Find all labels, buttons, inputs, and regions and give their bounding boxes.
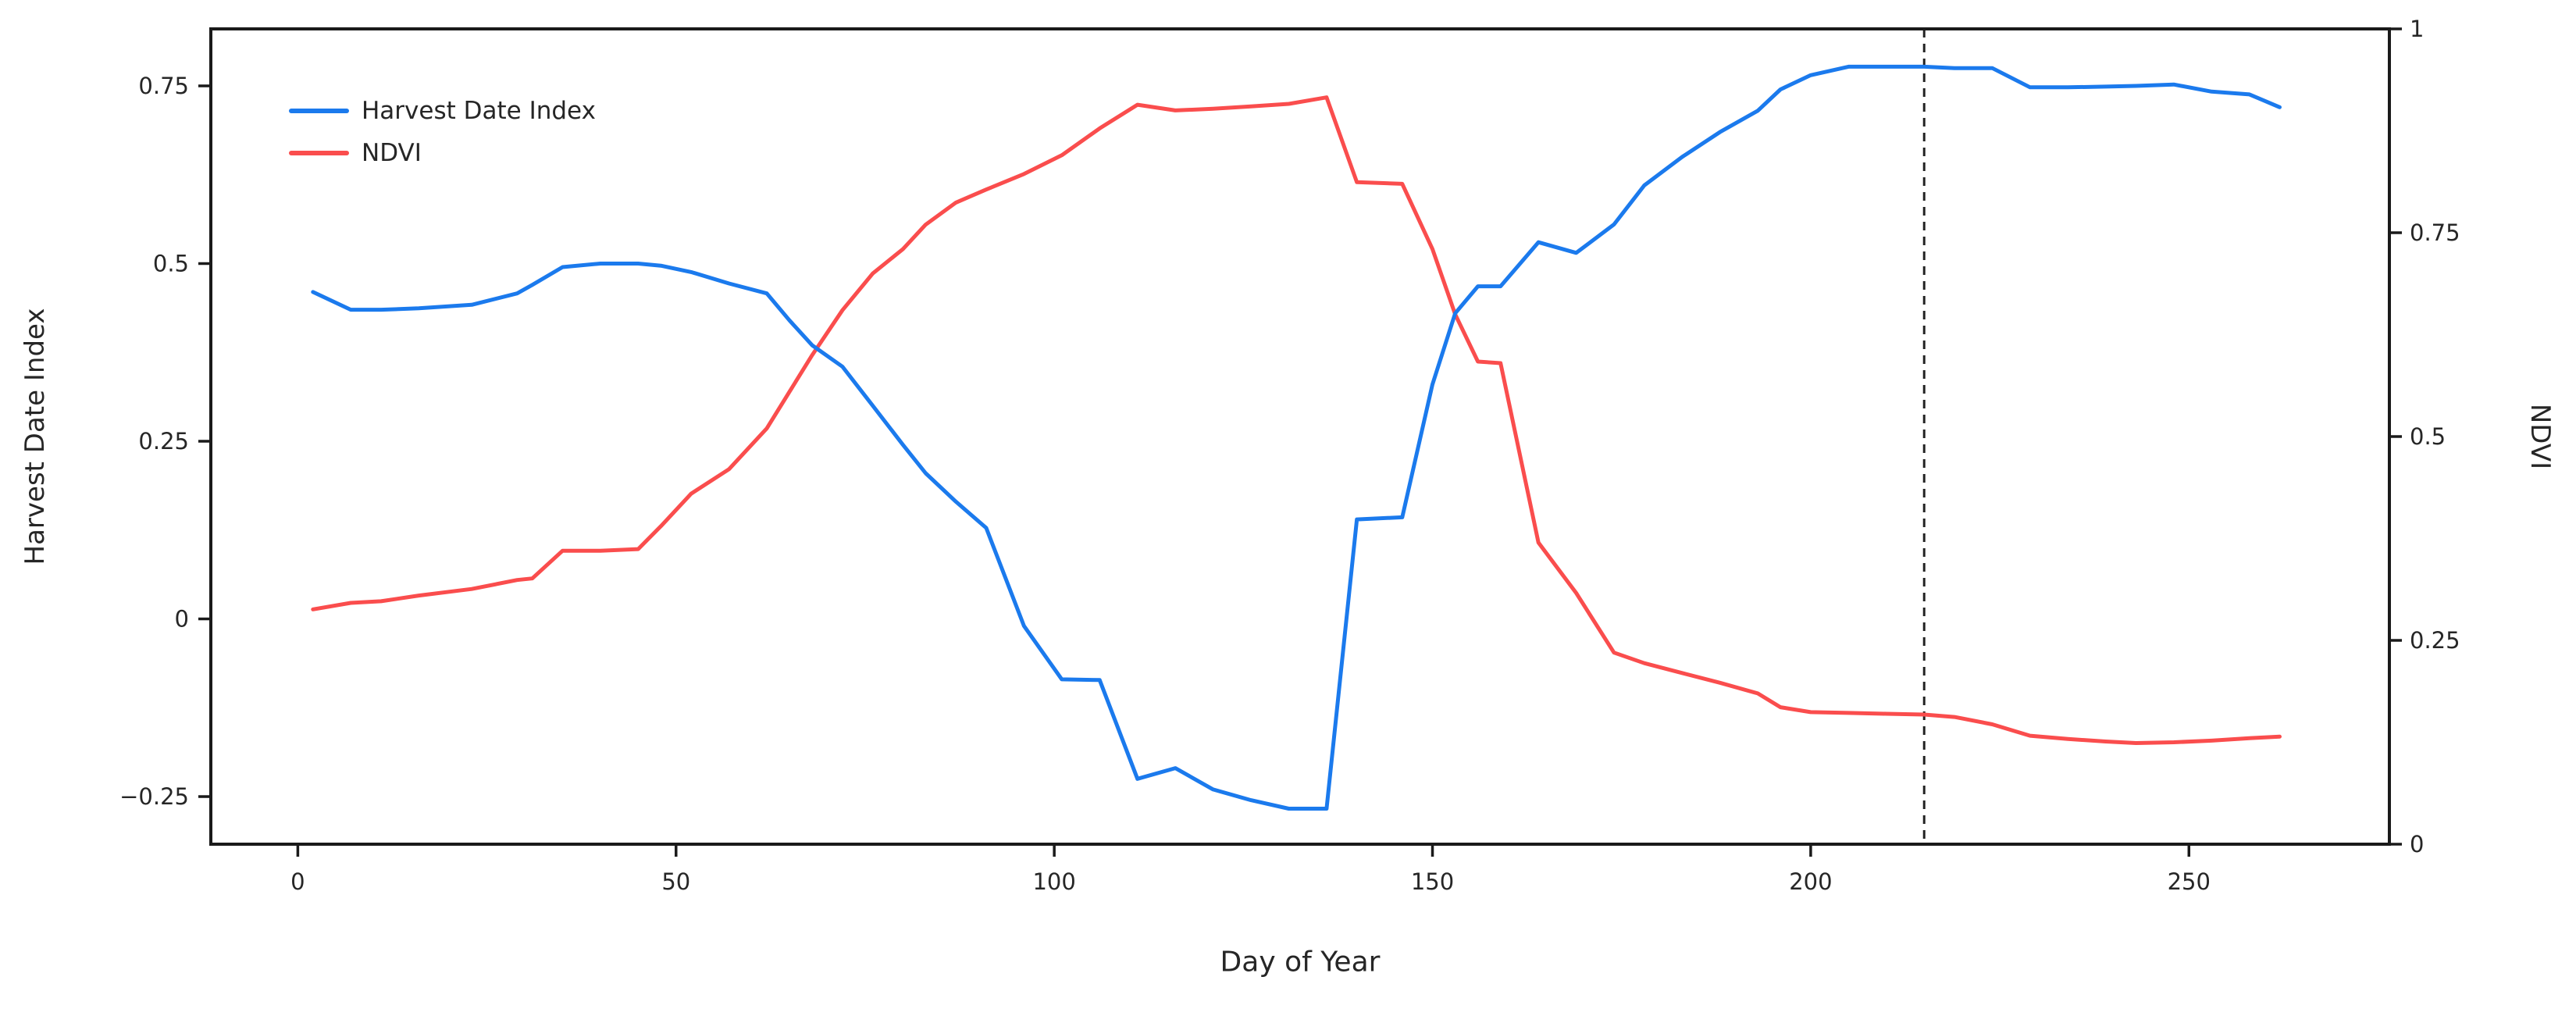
x-tick-label: 0 [290,868,305,895]
hdi-line [311,64,2282,811]
legend-label-ndvi: NDVI [362,139,422,167]
y-left-tick-label: 0.5 [153,250,189,276]
y-axis-label-left: Harvest Date Index [20,308,51,565]
y-left-tick-label: 0.75 [138,73,189,99]
plot-border [209,27,2391,846]
x-tick-label: 50 [661,868,690,895]
x-tick-label: 200 [1789,868,1832,895]
legend: Harvest Date Index NDVI [289,90,596,174]
y-right-tick-label: 0.25 [2410,627,2460,654]
legend-item-ndvi: NDVI [289,132,596,174]
legend-line-swatch-hdi [289,109,349,113]
x-tick-label: 250 [2168,868,2211,895]
x-axis-label: Day of Year [1220,946,1381,979]
y-right-tick-label: 0 [2410,831,2424,857]
legend-line-swatch-ndvi [289,151,349,155]
ndvi-line [311,95,2282,745]
y-right-tick-label: 1 [2410,16,2424,42]
y-left-tick-label: 0 [175,606,189,633]
legend-label-hdi: Harvest Date Index [362,97,596,125]
y-right-tick-label: 0.75 [2410,219,2460,246]
y-left-tick-label: 0.25 [138,428,189,455]
x-tick-label: 150 [1411,868,1454,895]
y-left-tick-label: −0.25 [119,783,189,810]
y-axis-label-right: NDVI [2524,403,2556,470]
x-tick-label: 100 [1032,868,1075,895]
legend-item-harvest-date-index: Harvest Date Index [289,90,596,132]
y-right-tick-label: 0.5 [2410,423,2446,450]
